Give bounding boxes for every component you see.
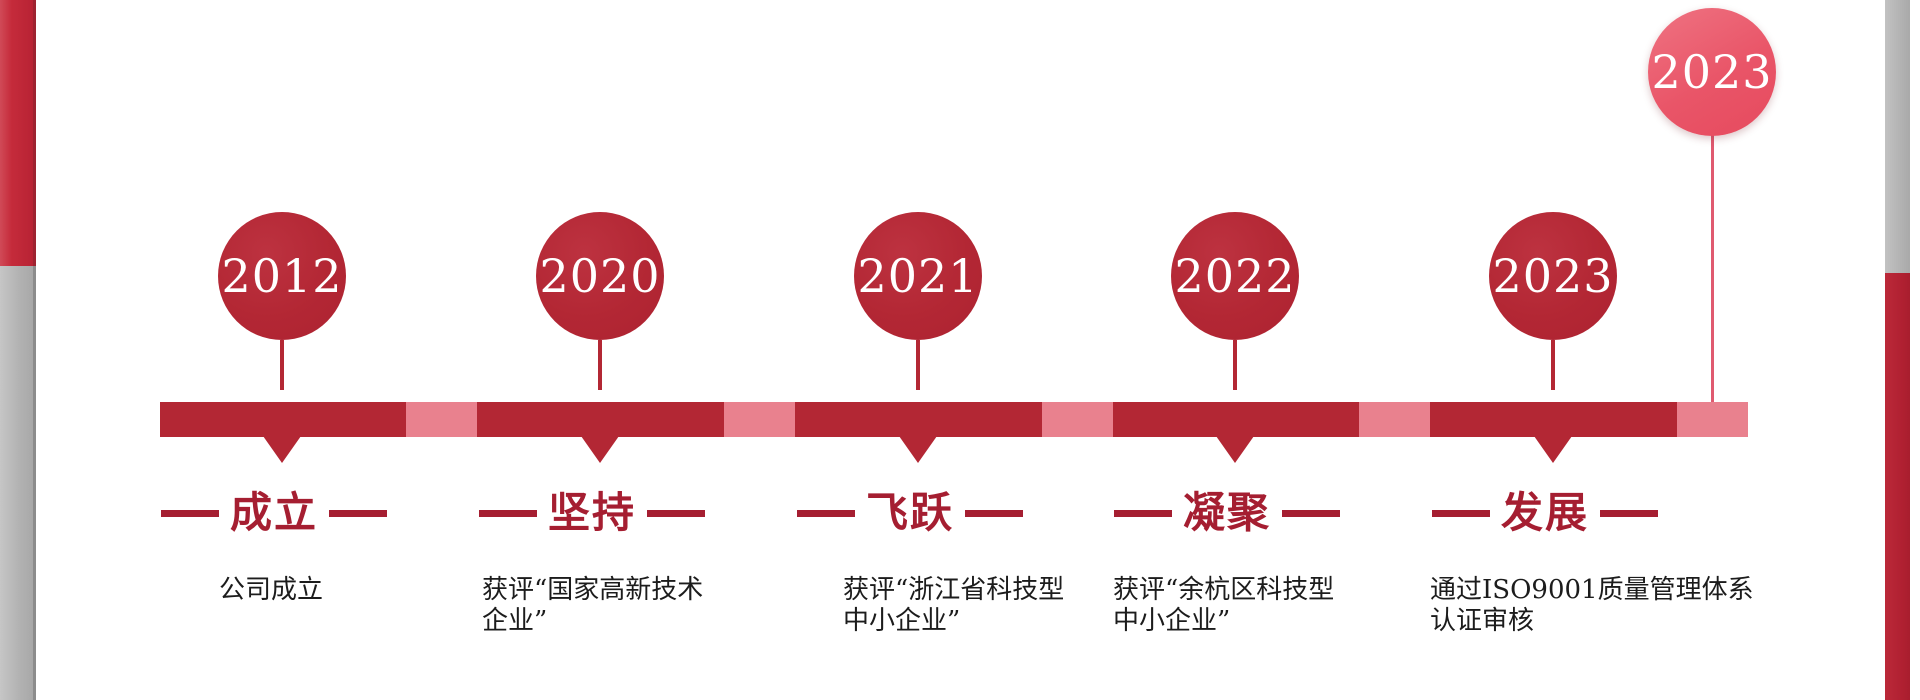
milestone-label: 飞跃 (740, 491, 1080, 535)
label-dash-right-icon (329, 509, 387, 517)
description-line: 获评“浙江省科技型 (843, 575, 1065, 605)
timeline-bar-pink-segment (406, 402, 477, 437)
year-circle-stem (280, 340, 284, 390)
timeline-bar-pink-segment (724, 402, 795, 437)
label-dash-left-icon (1113, 509, 1172, 517)
year-circle: 2021 (854, 212, 982, 340)
milestone-arrow (581, 436, 619, 463)
year-circle-label: 2012 (221, 249, 343, 303)
milestone-label: 凝聚 (1057, 491, 1397, 535)
left-accent-bar-gray-segment (0, 266, 36, 700)
label-dash-left-icon (796, 509, 855, 517)
year-circle: 2023 (1489, 212, 1617, 340)
milestone-title: 坚持 (547, 488, 636, 537)
year-circle-stem (1233, 340, 1237, 390)
milestone-arrow (263, 436, 301, 463)
year-circle-stem (916, 340, 920, 390)
right-accent-bar-gray-segment (1885, 0, 1910, 273)
year-circle-stem (598, 340, 602, 390)
milestone-label: 成立 (104, 491, 444, 535)
description-line: 通过ISO9001质量管理体系 (1430, 575, 1754, 605)
year-circle-label: 2023 (1492, 249, 1614, 303)
description-line: 中小企业” (843, 606, 961, 636)
milestone-title: 成立 (229, 488, 318, 537)
year-circle-stem (1551, 340, 1555, 390)
left-accent-bar (0, 0, 37, 700)
floating-year-marker: 2023 (1648, 8, 1776, 136)
year-circle-label: 2020 (539, 249, 661, 303)
timeline-bar (160, 402, 1748, 437)
label-dash-left-icon (160, 509, 219, 517)
right-accent-bar (1885, 0, 1910, 700)
year-circle-label: 2021 (857, 249, 979, 303)
description-line: 中小企业” (1113, 606, 1231, 636)
description-line: 获评“国家高新技术 (482, 575, 704, 605)
label-dash-right-icon (1282, 509, 1340, 517)
milestone-arrow (1534, 436, 1572, 463)
description-line: 认证审核 (1430, 606, 1535, 636)
description-line: 企业” (482, 606, 548, 636)
timeline-bar-pink-segment (1359, 402, 1430, 437)
timeline-bar-pink-segment (1042, 402, 1113, 437)
label-dash-left-icon (478, 509, 537, 517)
floating-year-label: 2023 (1651, 45, 1773, 99)
label-dash-right-icon (965, 509, 1023, 517)
milestone-arrow (1216, 436, 1254, 463)
left-accent-bar-red-segment (0, 0, 36, 266)
floating-marker-stem (1711, 134, 1714, 402)
milestone-title: 飞跃 (865, 488, 954, 537)
milestone-title: 发展 (1500, 488, 1589, 537)
year-circle: 2012 (218, 212, 346, 340)
year-circle-label: 2022 (1174, 249, 1296, 303)
milestone-description: 公司成立 (219, 575, 323, 606)
label-dash-right-icon (647, 509, 705, 517)
milestone-description: 通过ISO9001质量管理体系 认证审核 (1430, 575, 1754, 637)
milestone-label: 坚持 (422, 491, 762, 535)
milestone-arrow (899, 436, 937, 463)
label-dash-left-icon (1431, 509, 1490, 517)
milestone-description: 获评“国家高新技术 企业” (482, 575, 703, 637)
timeline-bar-pink-segment (1677, 402, 1748, 437)
year-circle: 2020 (536, 212, 664, 340)
milestone-title: 凝聚 (1182, 488, 1271, 537)
description-line: 获评“余杭区科技型 (1113, 575, 1335, 605)
milestone-label: 发展 (1375, 491, 1715, 535)
right-accent-bar-red-segment (1885, 273, 1910, 700)
label-dash-right-icon (1600, 509, 1658, 517)
milestone-description: 获评“浙江省科技型 中小企业” (843, 575, 1064, 637)
milestone-description: 获评“余杭区科技型 中小企业” (1113, 575, 1334, 637)
year-circle: 2022 (1171, 212, 1299, 340)
description-line: 公司成立 (219, 575, 324, 605)
